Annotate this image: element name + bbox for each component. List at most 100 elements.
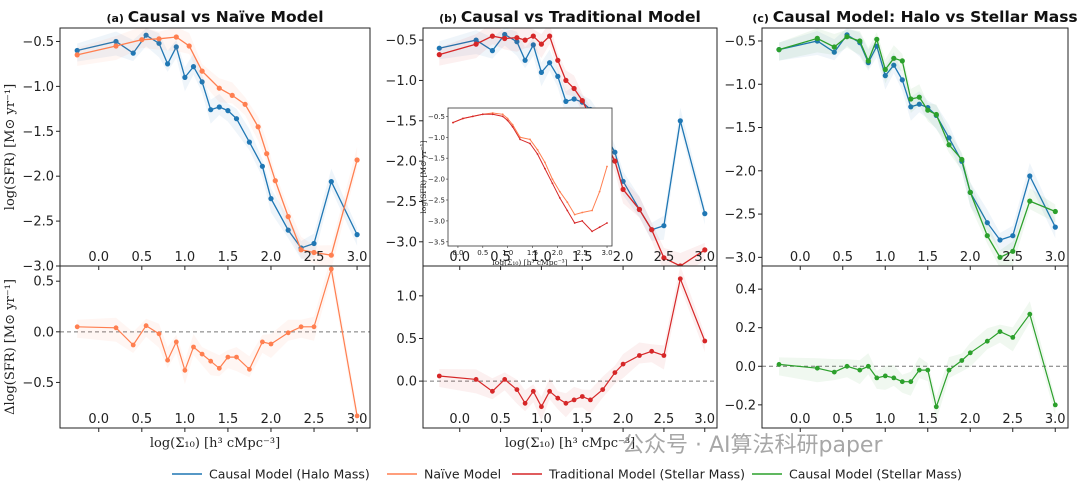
point-causal-model-stellar-mass-20 bbox=[1027, 198, 1033, 204]
xtick-label-bottom: 1.0 bbox=[531, 412, 552, 427]
inset-point-inset-red-9 bbox=[529, 142, 531, 145]
xtick-label-top: 3.0 bbox=[1045, 250, 1066, 265]
inset-point-inset-red-16 bbox=[581, 220, 584, 222]
point-traditional-model-stellar-mass-4 bbox=[514, 35, 520, 41]
point-causal-model-stellar-mass-19 bbox=[1010, 248, 1016, 254]
point-traditional-model-stellar-mass-residual-3 bbox=[502, 377, 508, 382]
point-na-ve-model-residual-21 bbox=[354, 413, 360, 419]
inset-point-inset-red-2 bbox=[471, 115, 474, 118]
ytick-label-top: −0.5 bbox=[724, 34, 756, 49]
inset-ytick-label: −2.0 bbox=[428, 176, 445, 184]
ytick-label-bottom: 0.0 bbox=[735, 360, 756, 375]
point-na-ve-model-residual-4 bbox=[156, 331, 162, 337]
point-causal-model-halo-mass-11 bbox=[916, 101, 922, 107]
point-traditional-model-stellar-mass-residual-12 bbox=[579, 394, 585, 399]
point-causal-model-stellar-mass-9 bbox=[899, 58, 905, 64]
point-causal-model-stellar-mass-4 bbox=[857, 38, 863, 44]
point-causal-model-stellar-mass-18 bbox=[997, 254, 1003, 260]
ytick-label-top: −3.0 bbox=[22, 260, 54, 275]
ytick-label-top: −3.0 bbox=[724, 251, 756, 266]
ytick-label-bottom: −0.2 bbox=[724, 398, 756, 413]
band-na-ve-model bbox=[77, 28, 358, 266]
point-na-ve-model-12 bbox=[272, 178, 278, 184]
inset-ytick-label: −3.5 bbox=[428, 238, 445, 246]
point-na-ve-model-1 bbox=[113, 43, 119, 49]
bottom-frame-c bbox=[761, 265, 1069, 429]
point-na-ve-model-8 bbox=[229, 92, 235, 98]
ytick-label-top: −3.0 bbox=[385, 235, 417, 250]
band-causal-model-stellar-mass-residual bbox=[779, 301, 1056, 421]
point-traditional-model-stellar-mass-residual-21 bbox=[702, 338, 708, 344]
xlabel-a: log(Σ₁₀) [h³ cMpc⁻³] bbox=[150, 436, 280, 451]
inset-ytick-label: −2.5 bbox=[428, 197, 445, 205]
xtick-label-bottom: 0.0 bbox=[88, 412, 109, 427]
point-causal-model-stellar-mass-residual-17 bbox=[984, 338, 990, 344]
point-causal-model-stellar-mass-13 bbox=[933, 111, 939, 118]
point-na-ve-model-residual-8 bbox=[191, 344, 196, 350]
point-causal-model-halo-mass-20 bbox=[328, 179, 334, 185]
point-causal-model-halo-mass-11 bbox=[216, 104, 222, 110]
point-traditional-model-stellar-mass-7 bbox=[538, 41, 545, 47]
ytick-label-top: −2.0 bbox=[724, 164, 756, 179]
inset-point-inset-red-11 bbox=[544, 167, 546, 170]
xtick-label-top: 2.5 bbox=[1002, 250, 1023, 265]
inset-point-inset-red-4 bbox=[491, 113, 494, 116]
ytick-label-bottom: −0.5 bbox=[22, 376, 54, 391]
point-causal-model-stellar-mass-5 bbox=[865, 58, 871, 64]
point-na-ve-model-15 bbox=[311, 249, 317, 256]
point-causal-model-halo-mass-10 bbox=[563, 98, 569, 104]
xtick-label-bottom: 2.5 bbox=[1002, 412, 1023, 427]
point-traditional-model-stellar-mass-12 bbox=[579, 98, 585, 104]
point-traditional-model-stellar-mass-18 bbox=[649, 227, 655, 233]
inset-point-inset-orange-7 bbox=[511, 123, 514, 126]
point-causal-model-stellar-mass-17 bbox=[984, 233, 990, 239]
point-na-ve-model-residual-6 bbox=[173, 339, 179, 345]
point-causal-model-halo-mass-18 bbox=[997, 237, 1003, 243]
panel-title-text-a: Causal vs Naïve Model bbox=[128, 8, 324, 26]
inset-b: 0.0 0.5 1.0 1.5 2.0 2.5 3.0−0.5−1.0−1.5−2.0−2.… bbox=[419, 107, 613, 267]
point-na-ve-model-5 bbox=[186, 43, 192, 49]
point-na-ve-model-13 bbox=[285, 214, 291, 220]
point-traditional-model-stellar-mass-10 bbox=[563, 77, 569, 83]
point-causal-model-halo-mass-7 bbox=[538, 69, 545, 75]
point-causal-model-stellar-mass-1 bbox=[814, 35, 820, 42]
point-causal-model-halo-mass-21 bbox=[1052, 224, 1058, 230]
top-frame-a bbox=[59, 27, 371, 267]
top-plot-a bbox=[74, 28, 360, 266]
inset-point-inset-orange-14 bbox=[566, 201, 569, 204]
ylabel-top: log(SFR) [M⊙ yr⁻¹] bbox=[3, 84, 18, 210]
point-causal-model-halo-mass-8 bbox=[891, 62, 897, 68]
legend: Causal Model (Halo Mass) Naïve Model Tradi… bbox=[172, 467, 962, 482]
bottom-plot-b bbox=[423, 266, 717, 421]
line-na-ve-model bbox=[77, 36, 358, 256]
point-causal-model-stellar-mass-residual-20 bbox=[1027, 311, 1033, 317]
point-na-ve-model-residual-10 bbox=[208, 358, 214, 364]
point-traditional-model-stellar-mass-residual-11 bbox=[571, 397, 577, 403]
bottom-frame-b bbox=[422, 265, 718, 429]
point-traditional-model-stellar-mass-1 bbox=[473, 41, 479, 47]
point-na-ve-model-residual-2 bbox=[130, 342, 136, 348]
xtick-label-bottom: 1.5 bbox=[572, 412, 593, 427]
point-na-ve-model-residual-12 bbox=[225, 354, 231, 360]
point-causal-model-stellar-mass-residual-6 bbox=[874, 375, 880, 381]
ytick-label-top: −1.5 bbox=[385, 114, 417, 129]
point-causal-model-stellar-mass-residual-12 bbox=[925, 367, 931, 373]
panel-title-text-b: Causal vs Traditional Model bbox=[461, 8, 701, 26]
top-plot-c bbox=[776, 28, 1058, 266]
point-causal-model-stellar-mass-residual-21 bbox=[1052, 402, 1058, 408]
line-traditional-model-stellar-mass bbox=[439, 34, 706, 266]
xtick-label-bottom: 1.5 bbox=[218, 412, 239, 427]
inset-point-inset-red-5 bbox=[501, 115, 504, 118]
point-traditional-model-stellar-mass-residual-0 bbox=[436, 373, 442, 379]
point-traditional-model-stellar-mass-6 bbox=[530, 33, 536, 39]
inset-point-inset-red-12 bbox=[551, 182, 554, 185]
xtick-label-top: 0.5 bbox=[832, 250, 853, 265]
point-causal-model-stellar-mass-16 bbox=[967, 189, 973, 195]
xtick-label-top: 0.0 bbox=[449, 250, 470, 265]
point-causal-model-halo-mass-1 bbox=[113, 38, 119, 45]
xtick-label-top: 1.5 bbox=[917, 250, 938, 265]
point-causal-model-halo-mass-21 bbox=[702, 211, 708, 217]
point-traditional-model-stellar-mass-residual-6 bbox=[530, 388, 536, 394]
